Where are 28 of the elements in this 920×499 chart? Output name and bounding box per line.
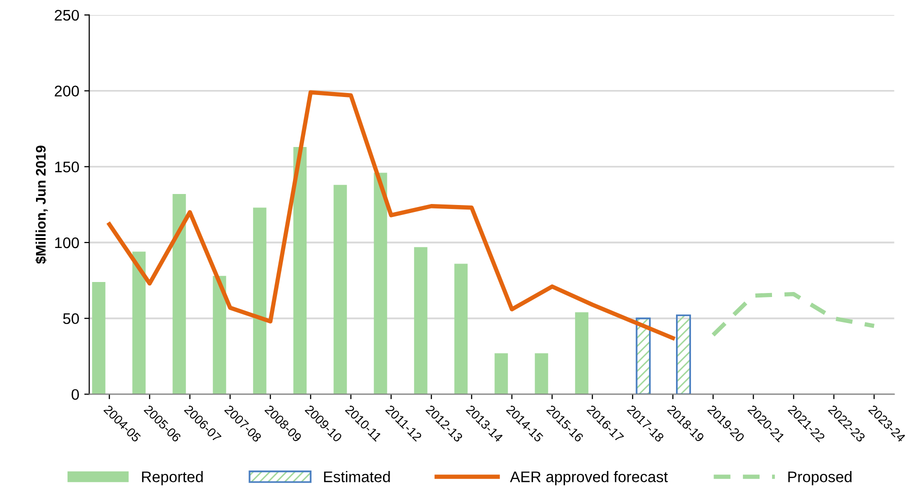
y-tick-label: 200 [54, 86, 79, 97]
line-series [107, 90, 675, 340]
bar [253, 208, 266, 394]
bar [92, 282, 106, 394]
y-tick-label: 250 [54, 10, 79, 21]
bar [636, 318, 651, 394]
bar [494, 353, 508, 394]
y-tick-label: 100 [55, 237, 79, 248]
legend-label: Proposed [788, 471, 852, 486]
legend-label: Estimated [324, 471, 390, 482]
y-axis-title: $Million, Jun 2019 [35, 146, 48, 264]
bar [334, 184, 347, 394]
bar [575, 312, 588, 394]
bar [374, 172, 388, 394]
y-tick-label: 150 [55, 162, 79, 172]
bar [132, 252, 146, 394]
legend-label: Reported [142, 471, 203, 486]
y-tick-label: 50 [63, 313, 79, 324]
bar [454, 264, 468, 394]
bar [212, 276, 226, 394]
bar [414, 247, 428, 394]
legend-label: AER approved forecast [510, 471, 668, 486]
bar [172, 194, 186, 394]
bar [676, 314, 691, 394]
y-tick-label: 0 [72, 389, 79, 400]
bar [293, 146, 307, 394]
bar [534, 353, 548, 394]
line-series [711, 292, 876, 338]
